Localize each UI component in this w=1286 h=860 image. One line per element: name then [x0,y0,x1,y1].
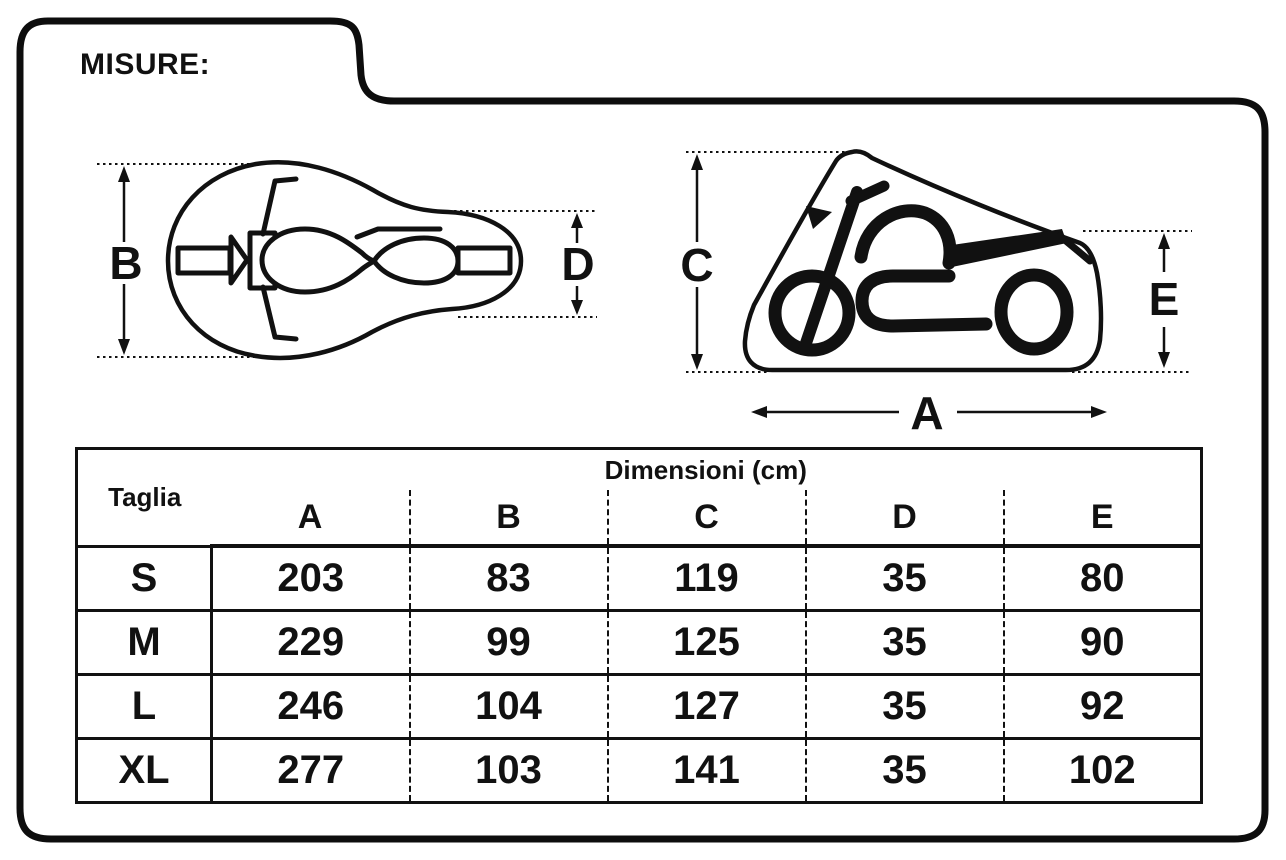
value-cell: 102 [1002,737,1202,803]
size-cell: S [76,544,213,611]
dim-label-c: C [680,239,713,291]
table-header-row: Taglia Dimensioni (cm) [77,449,1202,512]
front-wheel-icon [768,269,856,357]
column-header-a: A [211,490,410,548]
dim-a-arrowhead-left [751,406,767,418]
value-cell: 229 [211,609,410,675]
dim-label-e: E [1149,273,1180,325]
value-cell: 277 [211,737,410,803]
fuel-tank-arc [854,204,957,270]
dim-b-arrowhead-up [118,166,130,182]
front-axle-bar [175,245,233,276]
size-cell: L [76,673,213,739]
size-cell: M [76,609,213,675]
value-cell: 90 [1002,609,1202,675]
table-columns-row: A B C D E [77,490,1202,548]
seat [952,229,1067,267]
dim-b-arrowhead-down [118,339,130,355]
dimension-b: B [97,163,282,358]
column-header-c: C [606,490,806,548]
table-row-s: S 203 83 119 35 80 [76,544,1202,611]
engine-frame [855,269,993,333]
dim-label-a: A [910,387,943,439]
dim-a-arrowhead-right [1091,406,1107,418]
column-header-e: E [1002,490,1202,548]
value-cell: 203 [211,544,410,611]
dim-c-arrowhead-up [691,154,703,170]
dimension-c: C [680,151,1192,373]
side-view-diagram: C E A [680,149,1192,439]
dim-c-arrowhead-down [691,354,703,370]
value-cell: 246 [211,673,410,739]
dimension-a: A [751,387,1107,439]
column-header-b: B [408,490,608,548]
value-cell: 35 [804,673,1004,739]
table-row-m: M 229 99 125 35 90 [76,609,1202,675]
rear-axle-bar [455,245,513,276]
value-cell: 125 [606,609,806,675]
value-cell: 35 [804,737,1004,803]
cover-side-outline [742,149,1104,373]
value-cell: 92 [1002,673,1202,739]
value-cell: 141 [606,737,806,803]
page-title: MISURE: [80,48,211,81]
motorcycle-side-view-icon [768,180,1094,357]
dim-e-arrowhead-up [1158,233,1170,249]
value-cell: 35 [804,544,1004,611]
dim-d-arrowhead-down [571,300,583,315]
table-row-l: L 246 104 127 35 92 [76,673,1202,739]
dim-label-b: B [109,237,142,289]
top-view-diagram: B D [97,159,597,361]
dimensions-header: Dimensioni (cm) [604,454,807,485]
value-cell: 103 [408,737,608,803]
table-row-xl: XL 277 103 141 35 102 [76,737,1202,803]
value-cell: 119 [606,544,806,611]
front-fender-triangle [228,234,250,286]
rear-wheel-icon [994,268,1074,356]
handlebar-right [260,284,299,342]
seat-tail-line [1056,232,1094,265]
value-cell: 80 [1002,544,1202,611]
size-cell: XL [76,737,213,803]
dimension-d: D [442,210,597,318]
dim-e-arrowhead-down [1158,352,1170,368]
handlebar-left [260,176,299,237]
value-cell: 35 [804,609,1004,675]
value-cell: 127 [606,673,806,739]
size-table: Taglia Dimensioni (cm) A B C D E S 203 8… [75,447,1203,804]
dim-d-arrowhead-up [571,213,583,228]
motorcycle-top-view-icon [175,176,513,342]
front-fork [798,186,863,355]
size-column-header: Taglia [108,481,182,512]
value-cell: 104 [408,673,608,739]
value-cell: 83 [408,544,608,611]
handlebar [845,180,890,207]
rear-rack-line [354,226,443,240]
value-cell: 99 [408,609,608,675]
column-header-d: D [804,490,1004,548]
dim-label-d: D [561,238,594,290]
dimension-e: E [1083,230,1192,368]
mirror [806,206,832,229]
